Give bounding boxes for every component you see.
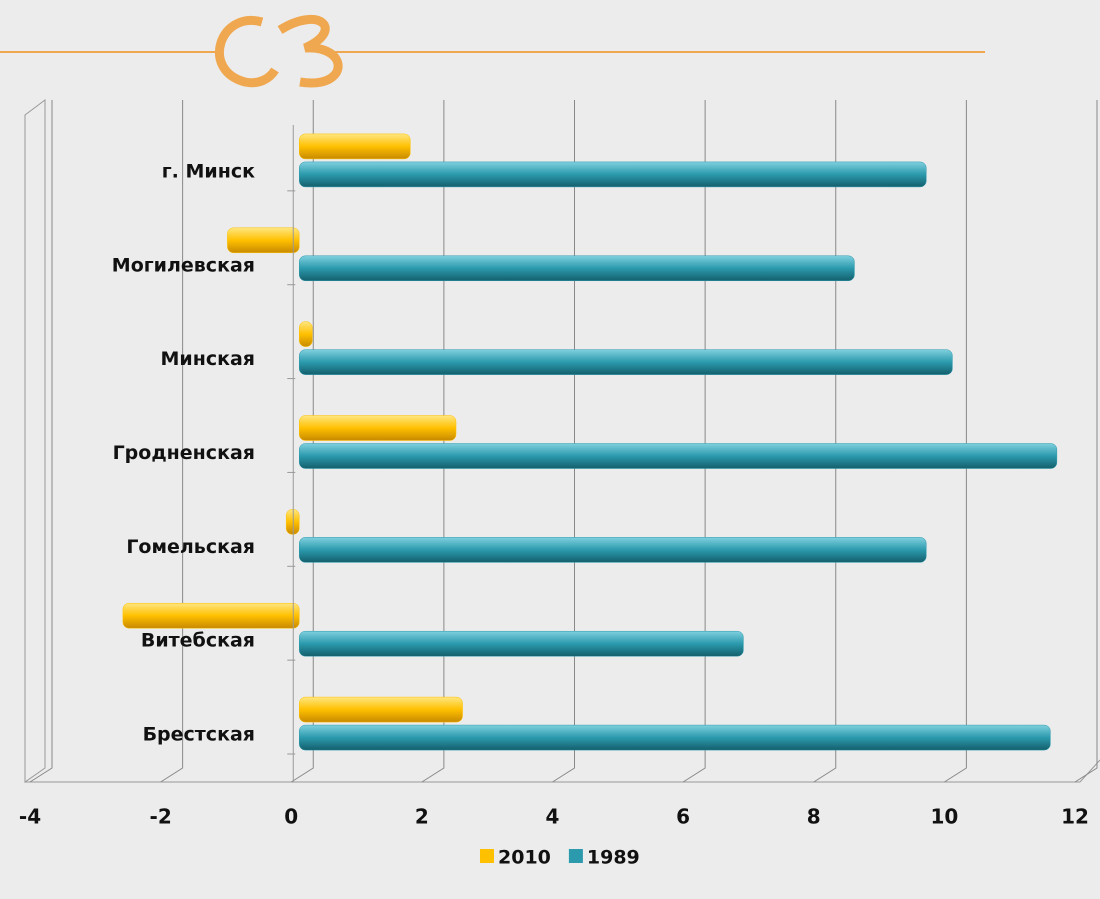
bar <box>285 509 300 535</box>
bar <box>299 696 463 723</box>
grid-line <box>290 100 314 783</box>
legend-label: 1989 <box>587 847 640 869</box>
bar <box>299 415 457 441</box>
legend-swatch <box>480 849 494 863</box>
bar <box>299 161 927 188</box>
grid-line <box>552 100 575 783</box>
bar <box>299 321 313 347</box>
back-wall <box>24 99 46 783</box>
x-tick-label: 6 <box>676 805 690 829</box>
bar <box>299 724 1051 751</box>
legend-label: 2010 <box>498 847 551 869</box>
y-tick-label: Гродненская <box>113 442 255 464</box>
x-tick-label: 8 <box>807 805 821 829</box>
bar <box>299 443 1058 469</box>
bar <box>227 227 300 254</box>
legend-swatch <box>568 849 583 863</box>
bar <box>299 133 411 160</box>
grid-line <box>944 100 967 783</box>
bar <box>299 537 927 563</box>
bar <box>299 255 855 282</box>
bar <box>122 602 300 629</box>
x-tick-label: -2 <box>150 805 172 829</box>
x-tick-label: 0 <box>284 805 298 829</box>
y-tick-label: Минская <box>160 348 255 370</box>
y-tick-label: Брестская <box>143 724 255 746</box>
bar <box>299 630 744 657</box>
grid-line <box>29 100 53 783</box>
header-ornament <box>0 15 985 88</box>
x-tick-label: 10 <box>930 805 958 829</box>
x-tick-label: 2 <box>415 805 429 829</box>
grid-line <box>682 100 706 783</box>
x-tick-label: 4 <box>546 805 560 829</box>
bar <box>299 349 953 375</box>
y-tick-label: г. Минск <box>162 160 255 182</box>
x-tick-label: 12 <box>1061 805 1089 829</box>
grid-line <box>421 100 445 783</box>
y-tick-label: Витебская <box>141 630 255 652</box>
grid-line <box>160 100 184 783</box>
y-tick-label: Гомельская <box>126 536 255 558</box>
y-tick-label: Могилевская <box>112 254 255 276</box>
grid-line <box>1074 100 1098 783</box>
grid-line <box>813 100 837 783</box>
x-tick-label: -4 <box>19 805 41 829</box>
